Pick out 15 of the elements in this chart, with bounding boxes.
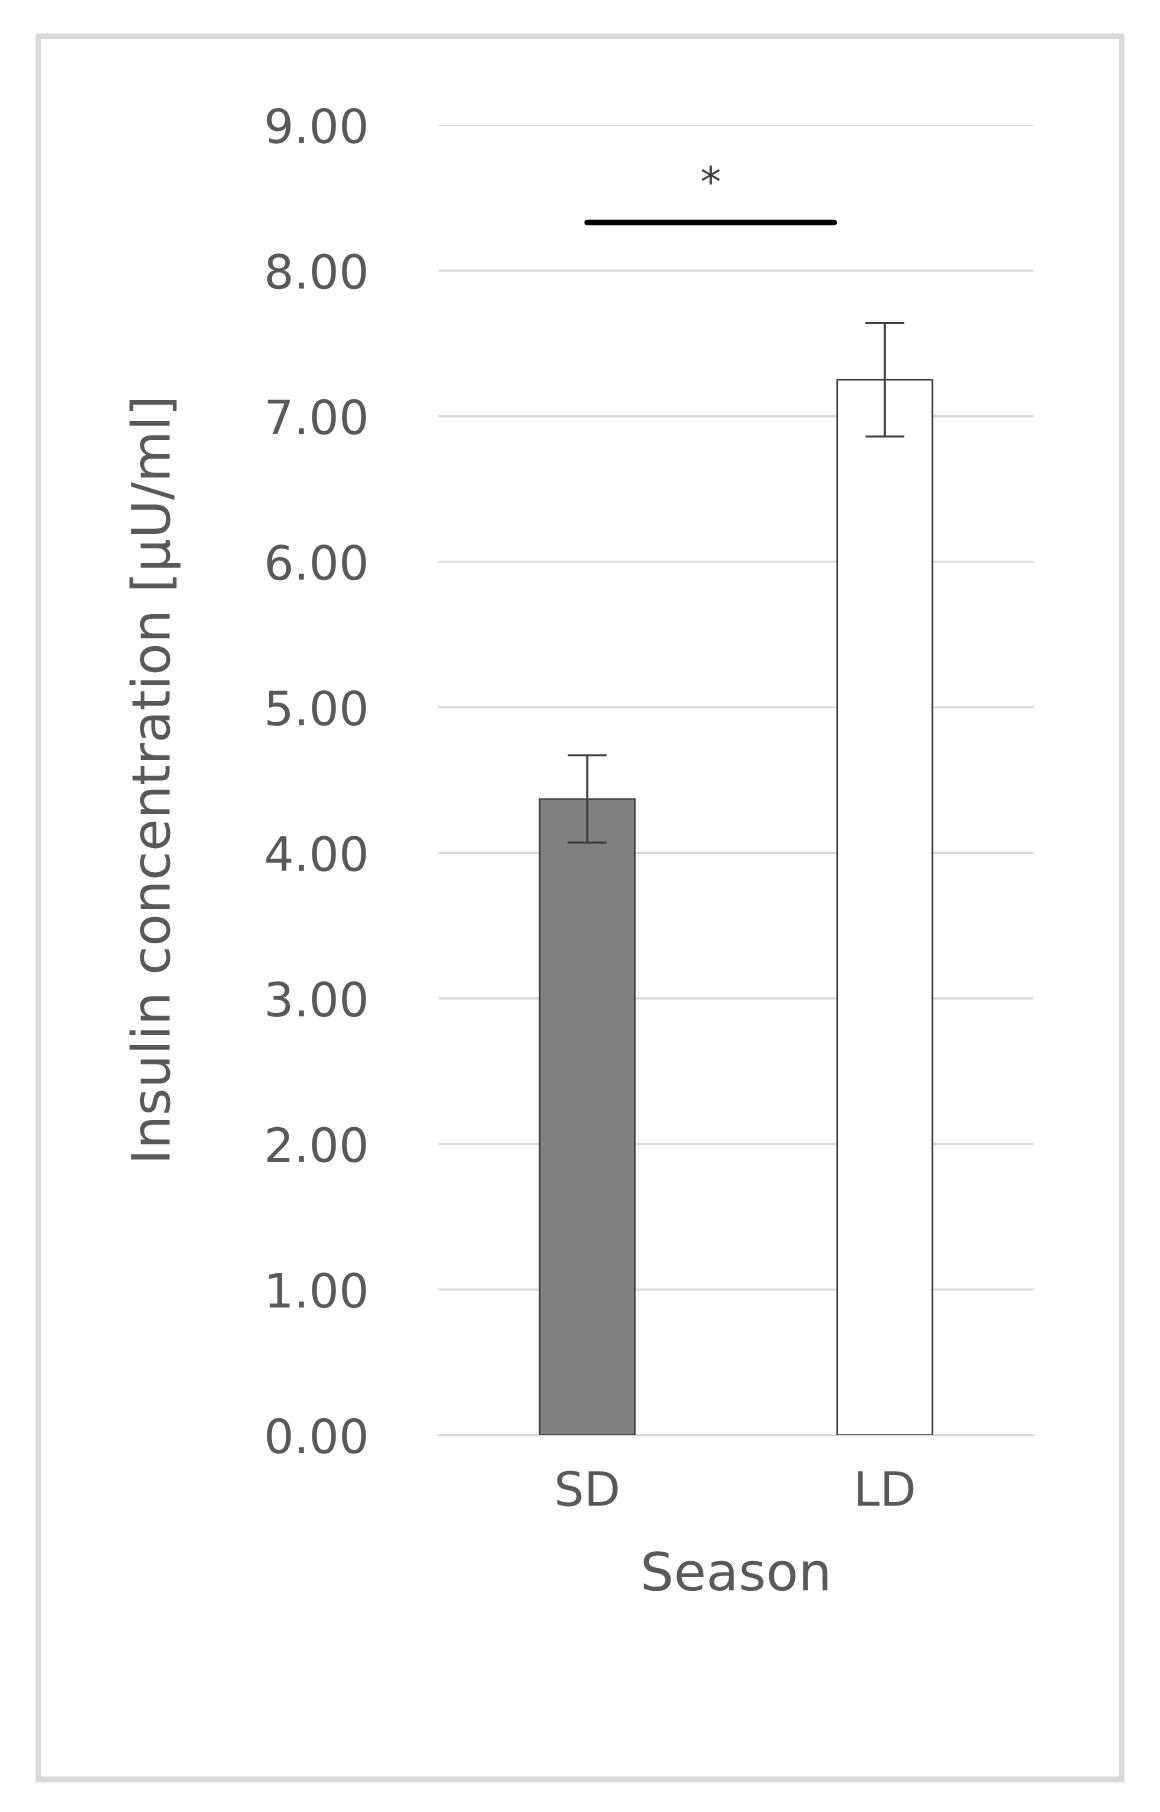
y-tick-label: 2.00 [267, 1126, 366, 1163]
x-axis-title: Season [643, 1551, 828, 1592]
y-tick-label: 0.00 [267, 1418, 366, 1454]
y-tick-label: 8.00 [267, 253, 366, 290]
y-tick-label: 1.00 [269, 1272, 366, 1309]
y-tick-label: 5.00 [267, 690, 366, 726]
y-axis-title: Insulin concentration [µU/ml] [129, 400, 181, 1160]
x-tick-label: LD [858, 1471, 914, 1506]
y-tick-label: 4.00 [266, 835, 366, 872]
y-tick-label: 9.00 [266, 107, 366, 144]
y-tick-label: 6.00 [267, 544, 366, 581]
x-tick-label: SD [557, 1470, 618, 1507]
annotation: * [701, 165, 720, 185]
y-tick-label: 7.00 [267, 399, 366, 435]
y-tick-label: 3.00 [267, 981, 366, 1018]
